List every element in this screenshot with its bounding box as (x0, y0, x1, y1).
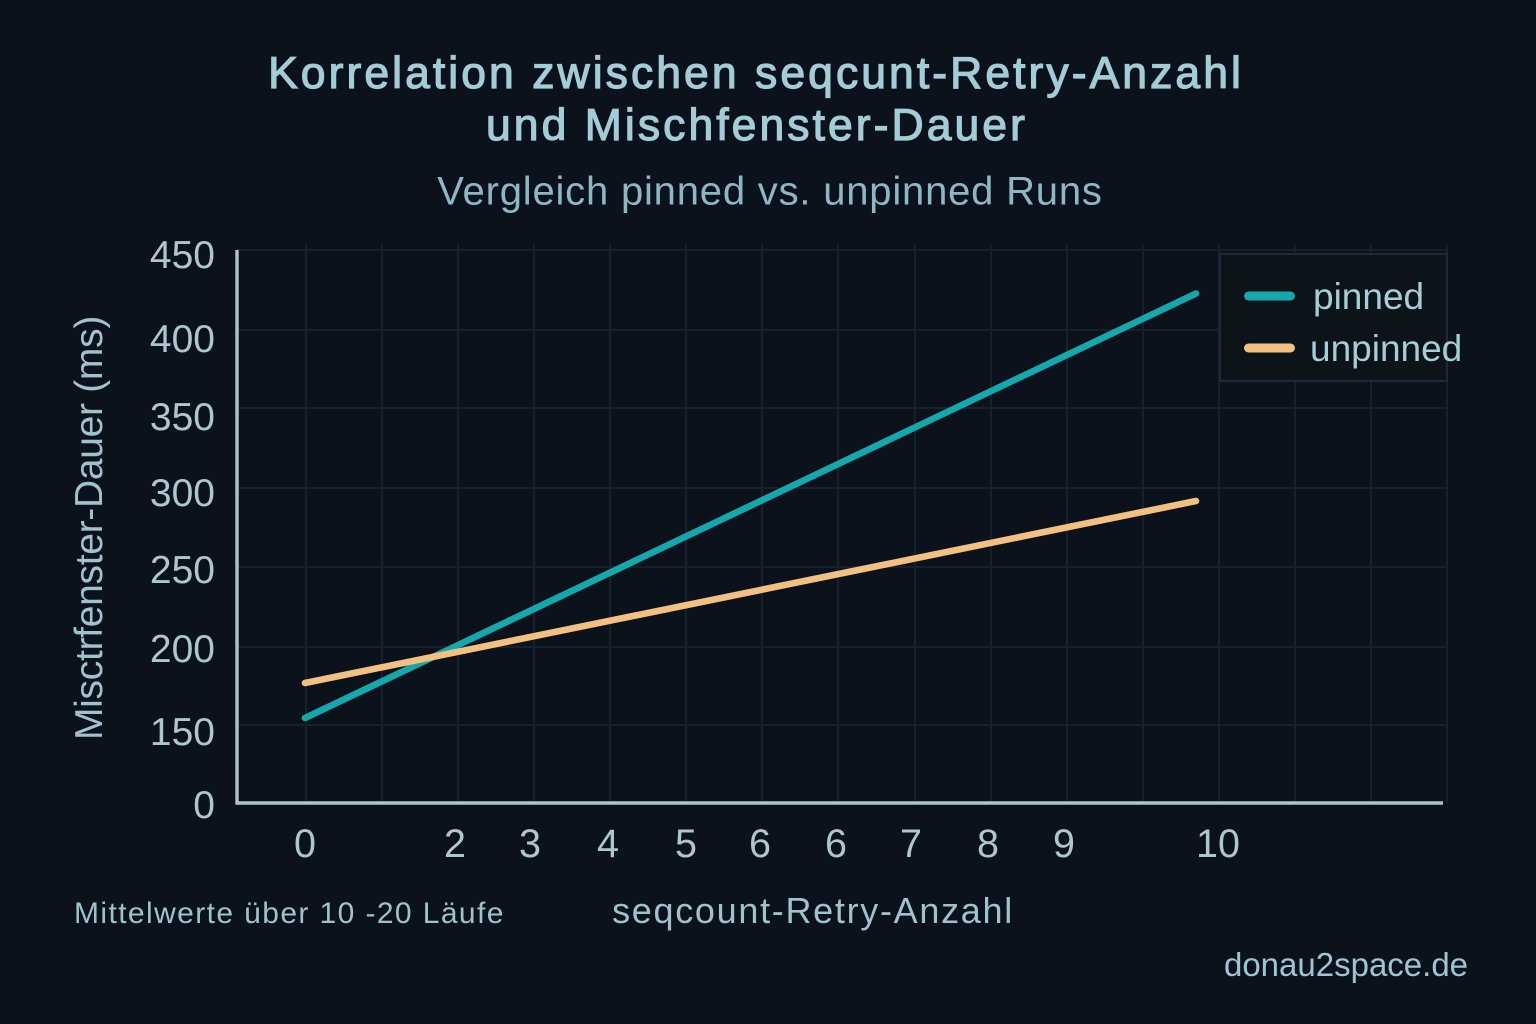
svg-text:Vergleich pinned vs. unpinned: Vergleich pinned vs. unpinned Runs (437, 170, 1102, 214)
svg-text:donau2space.de: donau2space.de (1224, 946, 1468, 983)
svg-text:Mittelwerte über 10 -20 Läufe: Mittelwerte über 10 -20 Läufe (74, 897, 505, 930)
svg-text:pinned: pinned (1313, 276, 1424, 317)
svg-text:7: 7 (900, 822, 922, 866)
svg-text:und Mischfenster-Dauer: und Mischfenster-Dauer (486, 101, 1028, 150)
svg-text:Korrelation zwischen seqcunt-R: Korrelation zwischen seqcunt-Retry-Anzah… (268, 49, 1244, 98)
svg-text:8: 8 (977, 822, 999, 866)
svg-text:6: 6 (749, 822, 771, 866)
svg-text:300: 300 (150, 472, 215, 515)
svg-text:350: 350 (150, 396, 215, 439)
svg-text:3: 3 (519, 822, 541, 866)
svg-text:5: 5 (675, 822, 697, 866)
svg-text:0: 0 (294, 822, 316, 866)
svg-text:400: 400 (150, 318, 215, 361)
svg-text:seqcount-Retry-Anzahl: seqcount-Retry-Anzahl (612, 890, 1014, 931)
svg-text:200: 200 (150, 628, 215, 671)
svg-text:Misctrfenster-Dauer (ms): Misctrfenster-Dauer (ms) (68, 316, 111, 740)
svg-text:250: 250 (150, 549, 215, 592)
svg-text:6: 6 (825, 822, 847, 866)
svg-text:10: 10 (1196, 822, 1240, 866)
svg-text:unpinned: unpinned (1310, 328, 1462, 369)
svg-text:4: 4 (597, 822, 619, 866)
svg-text:9: 9 (1053, 822, 1075, 866)
svg-text:450: 450 (150, 234, 215, 277)
svg-text:2: 2 (444, 822, 466, 866)
svg-text:150: 150 (150, 711, 215, 754)
svg-text:0: 0 (193, 784, 215, 827)
